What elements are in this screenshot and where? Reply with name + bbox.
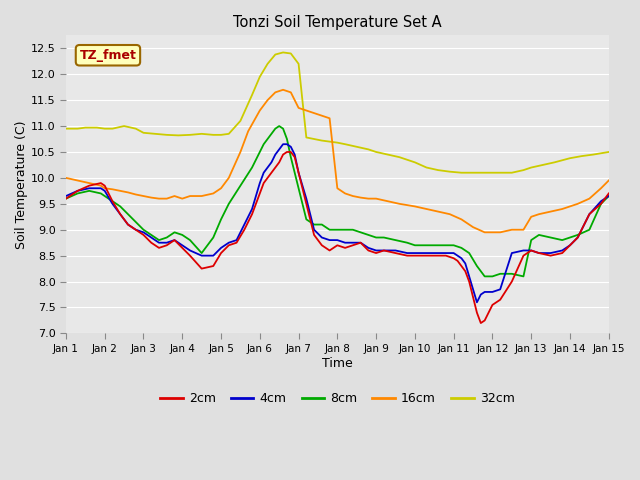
Legend: 2cm, 4cm, 8cm, 16cm, 32cm: 2cm, 4cm, 8cm, 16cm, 32cm [155,387,520,410]
X-axis label: Time: Time [322,357,353,370]
Y-axis label: Soil Temperature (C): Soil Temperature (C) [15,120,28,249]
Title: Tonzi Soil Temperature Set A: Tonzi Soil Temperature Set A [233,15,442,30]
Text: TZ_fmet: TZ_fmet [79,49,136,62]
